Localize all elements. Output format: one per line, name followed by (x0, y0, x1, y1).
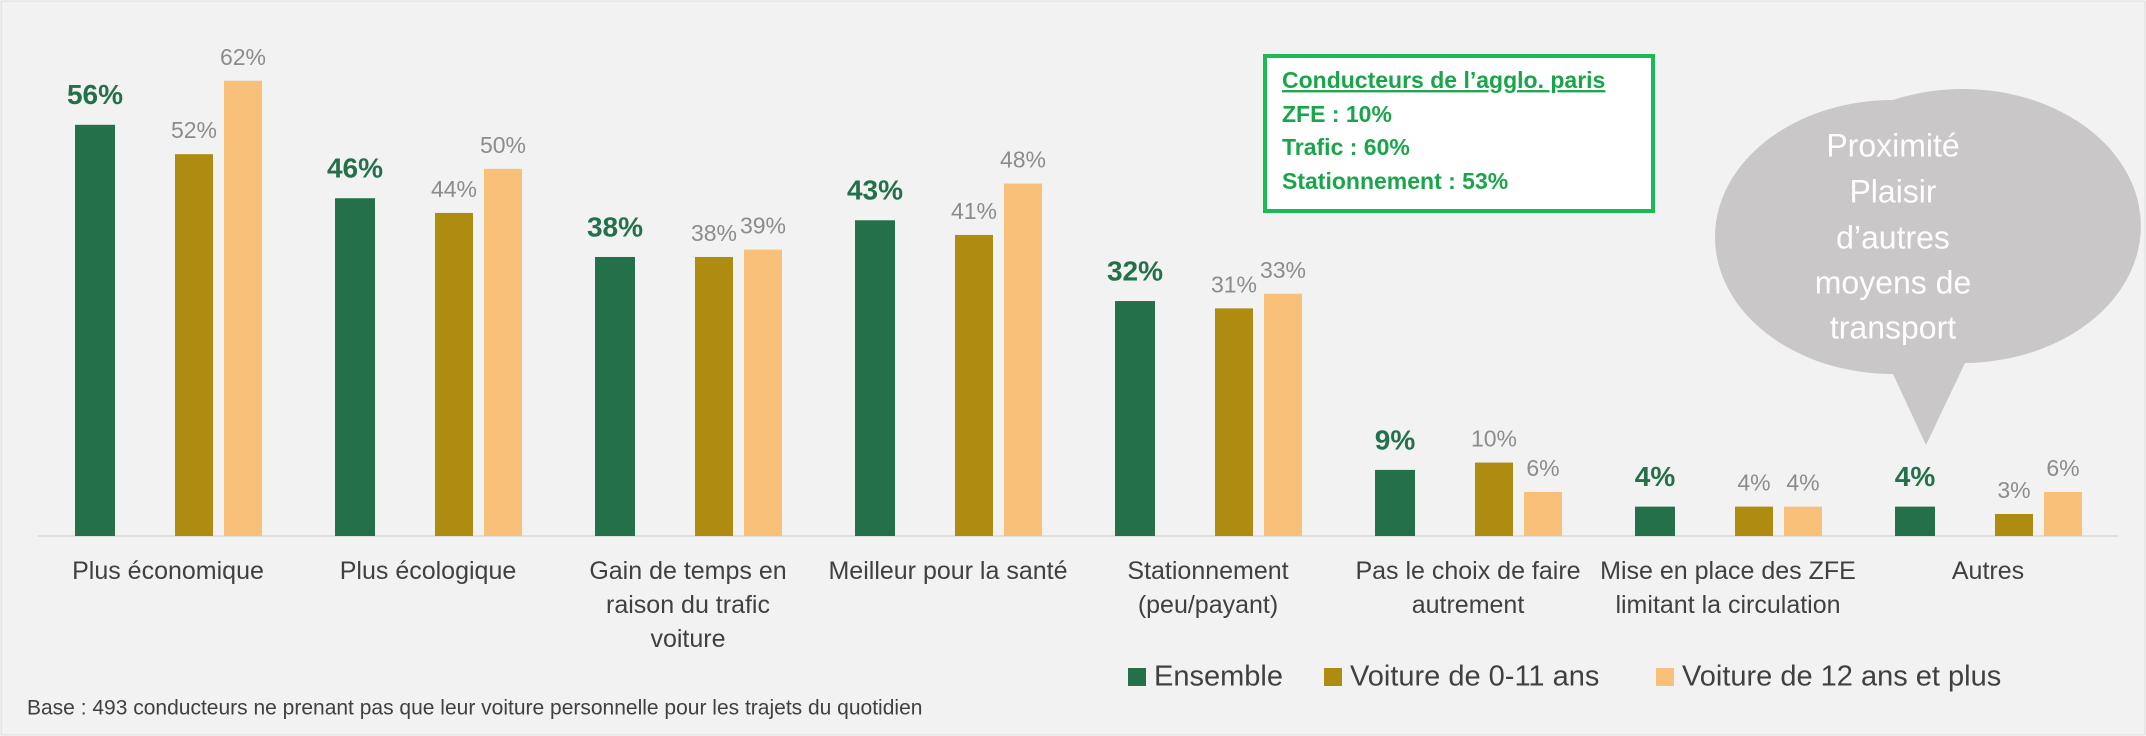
data-label: 10% (1471, 426, 1517, 452)
bar (1475, 462, 1513, 536)
data-label: 31% (1211, 271, 1257, 297)
annotation-box (1263, 54, 1655, 213)
data-label: 4% (1895, 461, 1936, 492)
bar (855, 220, 895, 536)
legend-label: Voiture de 0-11 ans (1350, 661, 1599, 693)
legend-label: Voiture de 12 ans et plus (1682, 661, 2001, 693)
bar (1115, 301, 1155, 536)
bar (75, 124, 115, 537)
data-label: 56% (67, 79, 123, 110)
bar (1375, 469, 1415, 536)
annotation-line: ZFE : 10% (1282, 101, 1392, 127)
annotation-line: Trafic : 60% (1282, 134, 1410, 160)
data-label: 50% (480, 132, 526, 158)
data-label: 46% (327, 153, 383, 184)
data-label: 4% (1635, 461, 1676, 492)
bar (695, 256, 733, 536)
bubble-line: moyens de (1815, 264, 1972, 300)
bar (744, 249, 782, 536)
data-label: 52% (171, 117, 217, 143)
data-label: 4% (1786, 470, 1819, 496)
bar (484, 168, 522, 536)
bubble-line: Proximité (1826, 127, 1959, 163)
bar (1264, 293, 1302, 536)
data-label: 6% (2046, 455, 2079, 481)
legend-label: Ensemble (1154, 661, 1283, 693)
bar (1895, 506, 1935, 536)
bar (1524, 491, 1562, 536)
data-label: 3% (1997, 477, 2030, 503)
data-label: 41% (951, 198, 997, 224)
bar (335, 198, 375, 536)
legend-swatch (1324, 668, 1342, 686)
legend-swatch (1128, 668, 1146, 686)
bar (955, 234, 993, 536)
x-tick-label: Stationnement (peu/payant) (1127, 557, 1288, 619)
x-tick-label: Gain de temps en raison du trafic voiture (589, 557, 786, 653)
x-tick-label: Plus économique (72, 557, 264, 585)
bar (1004, 183, 1042, 537)
bubble-line: transport (1830, 309, 1956, 345)
data-label: 32% (1107, 255, 1163, 286)
bar (175, 154, 213, 536)
data-label: 48% (1000, 147, 1046, 173)
bar (224, 80, 262, 536)
x-tick-label: Mise en place des ZFE limitant la circula… (1600, 557, 1856, 619)
bar (595, 256, 635, 536)
data-label: 38% (587, 211, 643, 242)
data-label: 62% (220, 44, 266, 70)
bar (1995, 513, 2033, 536)
bar (1784, 506, 1822, 536)
bar (2044, 491, 2082, 536)
speech-bubble (1715, 89, 2141, 445)
footnote: Base : 493 conducteurs ne prenant pas qu… (27, 697, 922, 720)
bubble-line: d’autres (1836, 219, 1950, 255)
data-label: 38% (691, 220, 737, 246)
data-label: 9% (1375, 424, 1416, 455)
data-label: 33% (1260, 257, 1306, 283)
bubble-line: Plaisir (1849, 173, 1936, 209)
bar (435, 212, 473, 536)
x-tick-label: Pas le choix de faire autrement (1355, 557, 1580, 619)
data-label: 6% (1526, 455, 1559, 481)
annotation-title: Conducteurs de l’agglo. paris (1282, 67, 1605, 93)
data-label: 39% (740, 213, 786, 239)
data-label: 4% (1737, 470, 1770, 496)
data-label: 43% (847, 175, 903, 206)
bar (1215, 308, 1253, 536)
data-label: 44% (431, 176, 477, 202)
x-tick-label: Plus écologique (340, 557, 517, 585)
legend-swatch (1656, 668, 1674, 686)
bar (1635, 506, 1675, 536)
annotation-line: Stationnement : 53% (1282, 168, 1508, 194)
x-tick-label: Meilleur pour la santé (828, 557, 1067, 585)
x-tick-label: Autres (1952, 557, 2024, 585)
bar (1735, 506, 1773, 536)
